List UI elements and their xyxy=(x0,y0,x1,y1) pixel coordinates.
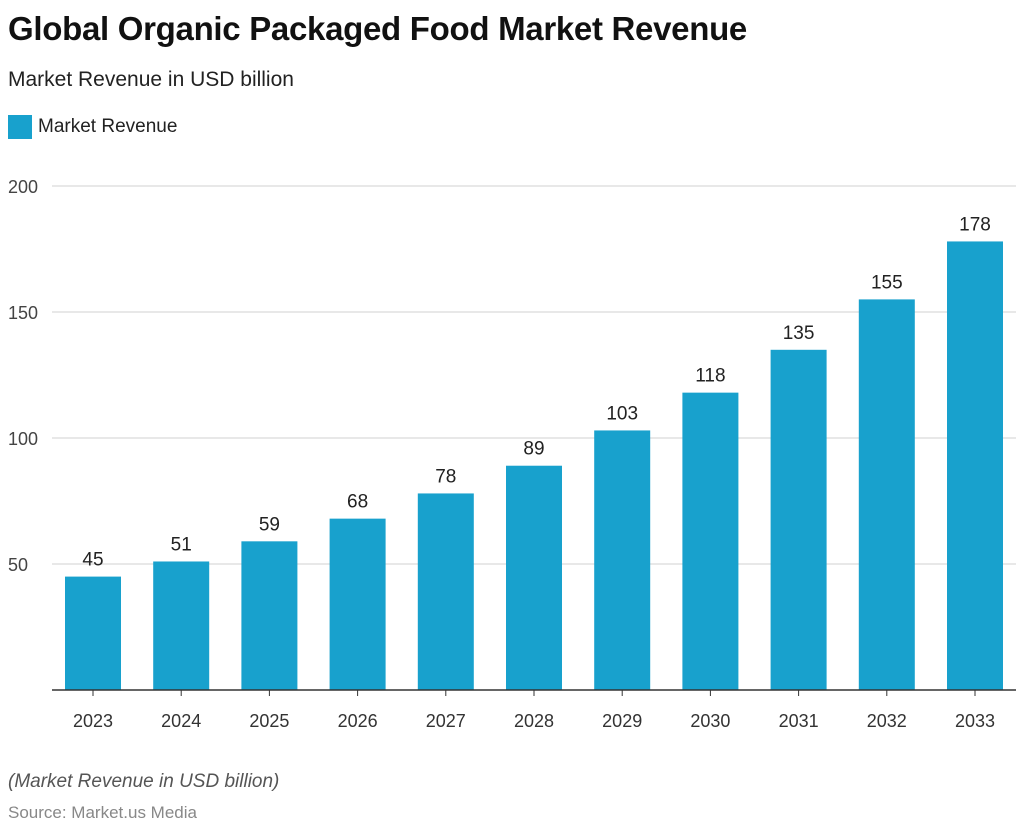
legend: Market Revenue xyxy=(8,115,177,139)
x-tick-label: 2024 xyxy=(161,711,201,731)
data-label: 68 xyxy=(347,492,368,513)
x-tick-label: 2031 xyxy=(779,711,819,731)
data-label: 89 xyxy=(523,439,544,460)
bar xyxy=(329,518,386,690)
data-label: 178 xyxy=(959,214,991,235)
bar xyxy=(241,541,298,690)
x-tick-label: 2033 xyxy=(955,711,995,731)
bar xyxy=(506,465,562,690)
x-tick-label: 2028 xyxy=(514,711,554,731)
y-tick-label: 150 xyxy=(8,303,38,323)
data-label: 118 xyxy=(695,366,725,387)
y-tick-label: 200 xyxy=(8,177,38,197)
legend-label: Market Revenue xyxy=(38,116,178,137)
data-label: 135 xyxy=(783,323,815,344)
x-tick-label: 2032 xyxy=(867,711,907,731)
data-label: 78 xyxy=(435,466,456,487)
data-label: 51 xyxy=(171,534,192,555)
bar xyxy=(858,299,915,690)
chart-source: Source: Market.us Media xyxy=(8,803,197,822)
y-tick-label: 100 xyxy=(8,429,38,449)
bar xyxy=(417,493,474,690)
y-tick-label: 50 xyxy=(8,555,28,575)
chart-title: Global Organic Packaged Food Market Reve… xyxy=(8,10,747,47)
x-tick-label: 2025 xyxy=(249,711,289,731)
chart-note: (Market Revenue in USD billion) xyxy=(8,771,280,792)
x-tick-label: 2027 xyxy=(426,711,466,731)
data-label: 103 xyxy=(606,403,638,424)
bar xyxy=(947,241,1003,690)
bar xyxy=(682,392,739,690)
bar xyxy=(65,576,121,690)
x-tick-label: 2023 xyxy=(73,711,113,731)
data-label: 155 xyxy=(871,272,903,293)
x-tick-label: 2026 xyxy=(338,711,378,731)
legend-swatch xyxy=(8,115,32,139)
data-label: 59 xyxy=(259,514,280,535)
x-tick-label: 2030 xyxy=(690,711,730,731)
bar xyxy=(594,430,651,690)
chart-subtitle: Market Revenue in USD billion xyxy=(8,68,294,91)
data-label: 45 xyxy=(82,550,103,571)
bar xyxy=(770,349,827,690)
bar xyxy=(153,561,210,690)
x-tick-label: 2029 xyxy=(602,711,642,731)
